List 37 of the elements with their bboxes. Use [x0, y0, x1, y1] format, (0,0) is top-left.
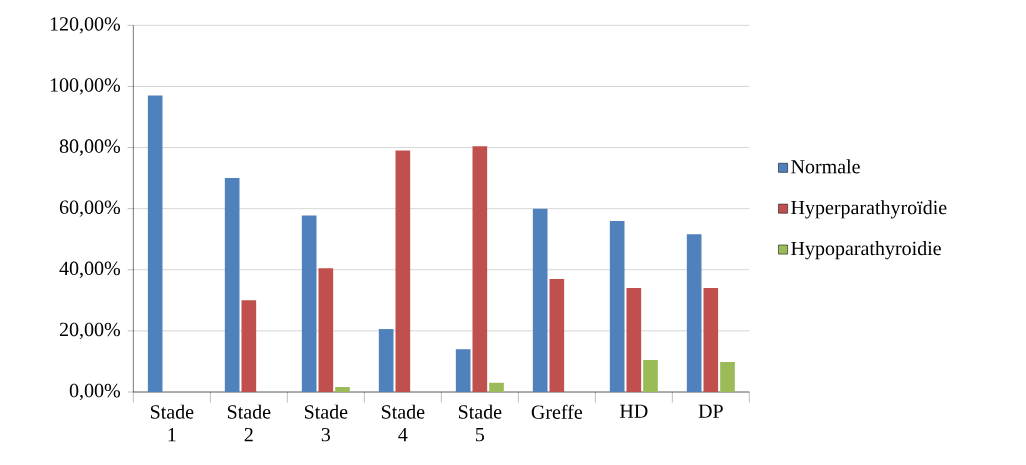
x-tick-label: Stade 3	[304, 404, 348, 442]
legend-label: Normale	[791, 159, 860, 174]
bar	[609, 220, 625, 392]
bar	[643, 359, 658, 392]
legend-label: Hyperparathyroïdie	[791, 200, 947, 219]
bar	[241, 300, 257, 392]
x-tick-label: Stade 2	[227, 404, 271, 442]
bar	[489, 382, 504, 392]
x-tick-label: HD	[619, 404, 648, 418]
bar	[549, 278, 565, 392]
bar	[455, 349, 471, 392]
bar	[301, 215, 317, 392]
x-tick-label: DP	[698, 404, 723, 418]
bar	[318, 268, 334, 392]
y-tick-label: 60,00%	[59, 200, 121, 217]
y-tick-label: 20,00%	[59, 322, 121, 340]
bar	[720, 362, 735, 392]
bar	[335, 387, 350, 392]
y-tick-label: 100,00%	[50, 78, 121, 95]
x-tick-label: Stade 4	[381, 404, 425, 442]
bar	[686, 234, 702, 392]
x-tick-label: Greffe	[531, 404, 583, 419]
x-tick-label: Stade 5	[458, 404, 502, 442]
bar	[378, 329, 394, 392]
y-tick-label: 0,00%	[69, 383, 121, 401]
bar	[626, 288, 642, 392]
y-tick-label: 80,00%	[59, 139, 121, 156]
bar	[224, 178, 240, 392]
bar	[472, 146, 488, 392]
legend-label: Hypoparathyroidie	[791, 241, 941, 260]
y-tick-label: 120,00%	[50, 17, 121, 34]
y-tick-label: 40,00%	[59, 261, 121, 278]
bar	[532, 208, 548, 392]
bar	[147, 95, 163, 392]
bar	[395, 150, 411, 392]
bar	[703, 288, 719, 392]
x-tick-label: Stade 1	[150, 404, 194, 442]
